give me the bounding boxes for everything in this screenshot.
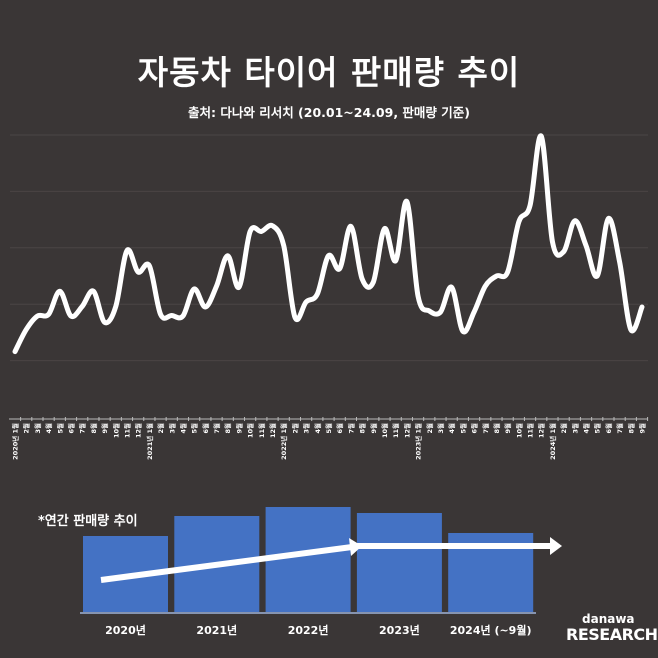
- x-tick-label: 3월: [302, 423, 311, 434]
- x-tick-label: 2024년 1월: [548, 423, 557, 460]
- x-tick-label: 8월: [223, 423, 232, 434]
- x-tick-label: 8월: [358, 423, 367, 434]
- x-tick-label: 7월: [481, 423, 490, 434]
- x-tick-label: 12월: [134, 423, 143, 438]
- x-tick-label: 8월: [626, 423, 635, 434]
- logo-bottom-text: RESEARCH: [566, 625, 658, 644]
- flat-trend-arrowhead: [550, 537, 562, 555]
- x-tick-label: 5월: [190, 423, 199, 434]
- annual-bar: [83, 536, 168, 612]
- x-tick-label: 6월: [66, 423, 75, 434]
- annual-bar: [174, 516, 260, 612]
- x-tick-label: 6월: [604, 423, 613, 434]
- x-tick-label: 4월: [447, 423, 456, 434]
- x-tick-label: 2022년 1월: [279, 423, 288, 460]
- x-tick-label: 5월: [593, 423, 602, 434]
- x-tick-label: 5월: [324, 423, 333, 434]
- danawa-research-logo: danawa RESEARCH: [566, 612, 658, 648]
- x-tick-label: 12월: [537, 423, 546, 438]
- x-tick-label: 4월: [313, 423, 322, 434]
- upward-trend-arrow-shaft: [100, 544, 353, 583]
- bar-category-label: 2022년: [288, 623, 329, 637]
- x-tick-label: 2023년 1월: [414, 423, 423, 460]
- logo-top-text: danawa: [582, 612, 635, 626]
- x-tick-label: 10월: [111, 423, 120, 438]
- x-tick-label: 12월: [268, 423, 277, 438]
- x-tick-label: 2020년 1월: [11, 423, 20, 460]
- x-tick-label: 4월: [582, 423, 591, 434]
- x-tick-label: 11월: [122, 423, 131, 438]
- x-tick-label: 9월: [503, 423, 512, 434]
- annual-bar: [356, 513, 442, 612]
- x-tick-label: 6월: [470, 423, 479, 434]
- bar-category-label: 2024년 (~9월): [450, 623, 532, 637]
- x-tick-label: 6월: [201, 423, 210, 434]
- annual-chart-label: *연간 판매량 추이: [38, 514, 138, 529]
- x-tick-label: 8월: [89, 423, 98, 434]
- x-tick-label: 2월: [22, 423, 31, 434]
- x-tick-label: 9월: [100, 423, 109, 434]
- x-tick-label: 5월: [55, 423, 64, 434]
- chart-title: 자동차 타이어 판매량 추이: [137, 53, 521, 92]
- x-tick-label: 11월: [257, 423, 266, 438]
- x-tick-label: 7월: [615, 423, 624, 434]
- x-tick-label: 6월: [335, 423, 344, 434]
- x-tick-label: 3월: [436, 423, 445, 434]
- x-tick-label: 8월: [492, 423, 501, 434]
- x-tick-label: 9월: [638, 423, 647, 434]
- x-tick-label: 2월: [559, 423, 568, 434]
- bar-category-label: 2021년: [196, 623, 237, 637]
- x-tick-label: 2021년 1월: [145, 423, 154, 460]
- x-tick-label: 3월: [167, 423, 176, 434]
- x-tick-label: 4월: [44, 423, 53, 434]
- annual-bar: [265, 507, 351, 612]
- upward-trend-arrowhead: [349, 538, 362, 556]
- bar-category-label: 2023년: [379, 623, 420, 637]
- x-tick-label: 10월: [514, 423, 523, 438]
- bar-category-label: 2020년: [105, 623, 146, 637]
- x-tick-label: 5월: [458, 423, 467, 434]
- x-tick-label: 11월: [526, 423, 535, 438]
- x-tick-label: 7월: [346, 423, 355, 434]
- chart-subtitle: 출처: 다나와 리서치 (20.01~24.09, 판매량 기준): [188, 105, 470, 120]
- monthly-sales-line-chart: 2020년 1월 2월 3월 4월 5월 6월 7월 8월 9월 10월 11월 12월 2021년 1…: [9, 133, 649, 460]
- x-tick-label: 7월: [78, 423, 87, 434]
- x-tick-label: 3월: [33, 423, 42, 434]
- x-tick-label: 3월: [570, 423, 579, 434]
- x-tick-label: 2월: [290, 423, 299, 434]
- x-tick-label: 2월: [156, 423, 165, 434]
- annual-bar: [448, 533, 534, 612]
- x-tick-label: 4월: [178, 423, 187, 434]
- x-tick-label: 10월: [380, 423, 389, 438]
- x-tick-label: 9월: [234, 423, 243, 434]
- x-tick-label: 7월: [212, 423, 221, 434]
- x-tick-label: 2월: [425, 423, 434, 434]
- x-tick-label: 10월: [246, 423, 255, 438]
- x-tick-label: 9월: [369, 423, 378, 434]
- sales-line-series: [12, 133, 645, 355]
- x-tick-label: 12월: [402, 423, 411, 438]
- x-tick-label: 11월: [391, 423, 400, 438]
